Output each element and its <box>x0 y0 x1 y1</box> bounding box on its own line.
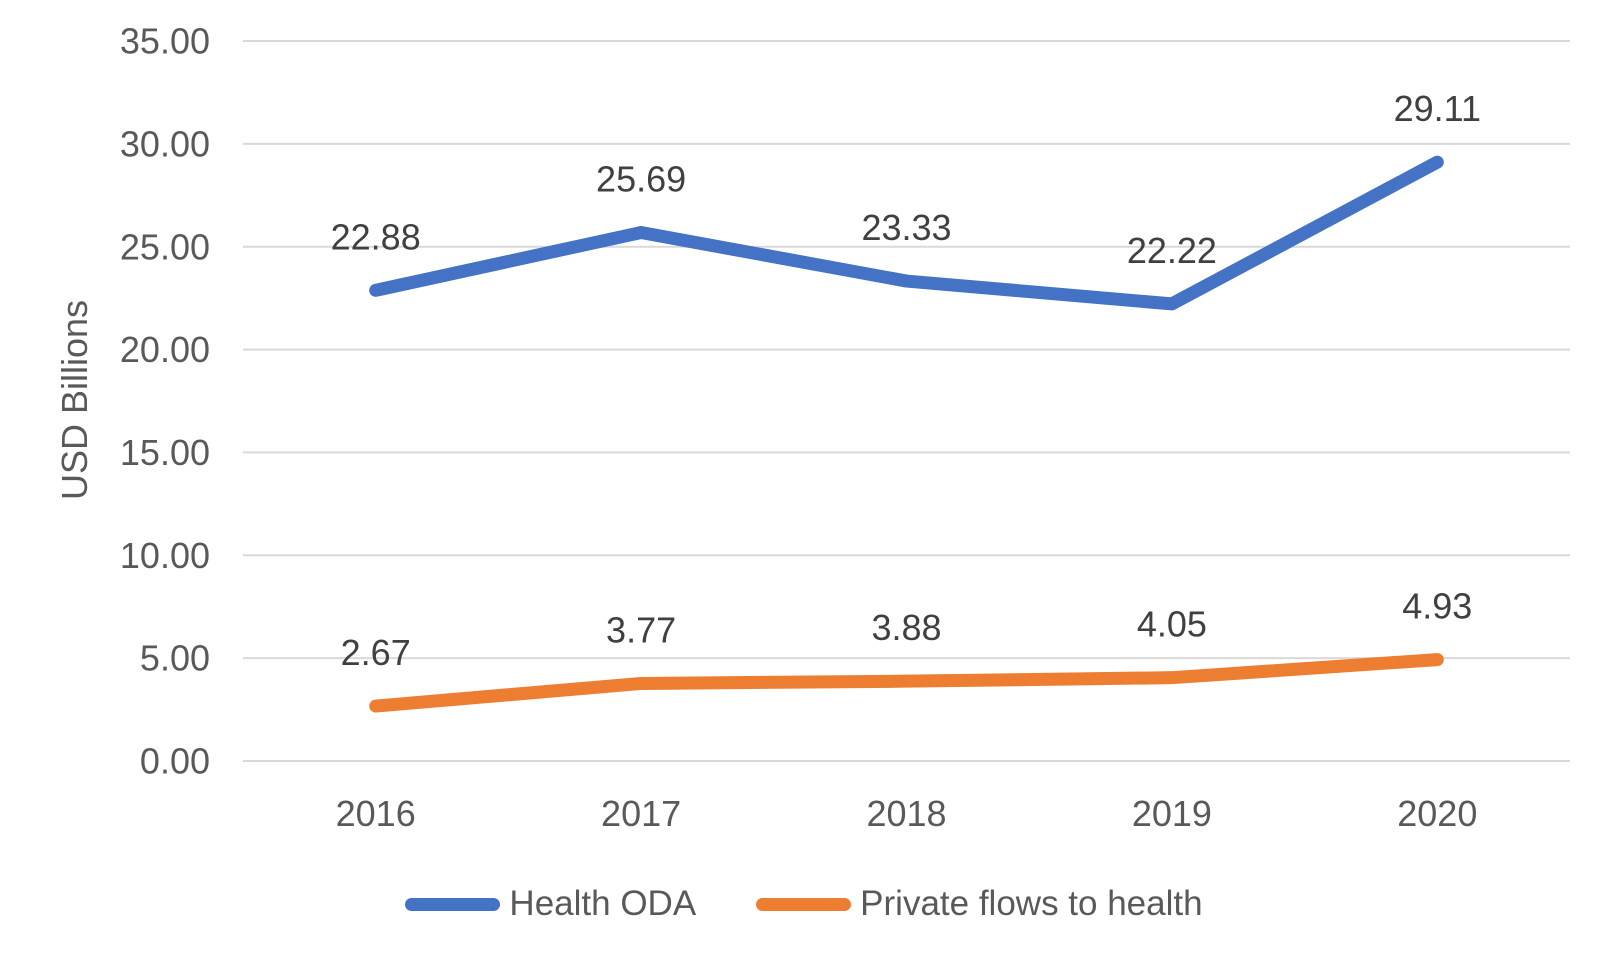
x-tick-label: 2017 <box>601 793 681 834</box>
data-label-health-oda: 29.11 <box>1394 88 1481 129</box>
data-label-health-oda: 22.88 <box>331 216 421 257</box>
data-label-private-flows-to-health: 4.05 <box>1137 604 1207 645</box>
data-label-private-flows-to-health: 3.77 <box>606 609 676 650</box>
legend-item-private-flows-to-health: Private flows to health <box>756 884 1203 924</box>
x-tick-label: 2018 <box>866 793 946 834</box>
legend-label: Health ODA <box>509 884 697 923</box>
y-tick-label: 35.00 <box>120 21 210 62</box>
y-tick-label: 10.00 <box>120 535 210 576</box>
data-label-private-flows-to-health: 3.88 <box>871 607 941 648</box>
series-line-private-flows-to-health <box>369 653 1444 713</box>
series-line-health-oda <box>369 155 1444 311</box>
y-tick-label: 0.00 <box>140 741 210 782</box>
legend-marker-health-oda <box>405 897 501 911</box>
data-label-health-oda: 23.33 <box>861 207 951 248</box>
data-label-health-oda: 25.69 <box>596 159 686 200</box>
y-tick-label: 15.00 <box>120 432 210 473</box>
data-label-private-flows-to-health: 4.93 <box>1402 586 1472 627</box>
y-tick-label: 25.00 <box>120 226 210 267</box>
legend-marker-private-flows-to-health <box>756 897 852 911</box>
y-tick-label: 5.00 <box>140 638 210 679</box>
legend-label: Private flows to health <box>860 884 1203 923</box>
data-label-health-oda: 22.22 <box>1127 230 1217 271</box>
x-tick-label: 2019 <box>1132 793 1212 834</box>
x-tick-label: 2020 <box>1397 793 1477 834</box>
y-tick-label: 30.00 <box>120 123 210 164</box>
legend-item-health-oda: Health ODA <box>405 884 696 924</box>
legend: Health ODA Private flows to health <box>0 884 1608 924</box>
x-tick-label: 2016 <box>336 793 416 834</box>
data-label-private-flows-to-health: 2.67 <box>341 632 411 673</box>
y-axis-title: USD Billions <box>54 299 95 501</box>
y-tick-label: 20.00 <box>120 329 210 370</box>
